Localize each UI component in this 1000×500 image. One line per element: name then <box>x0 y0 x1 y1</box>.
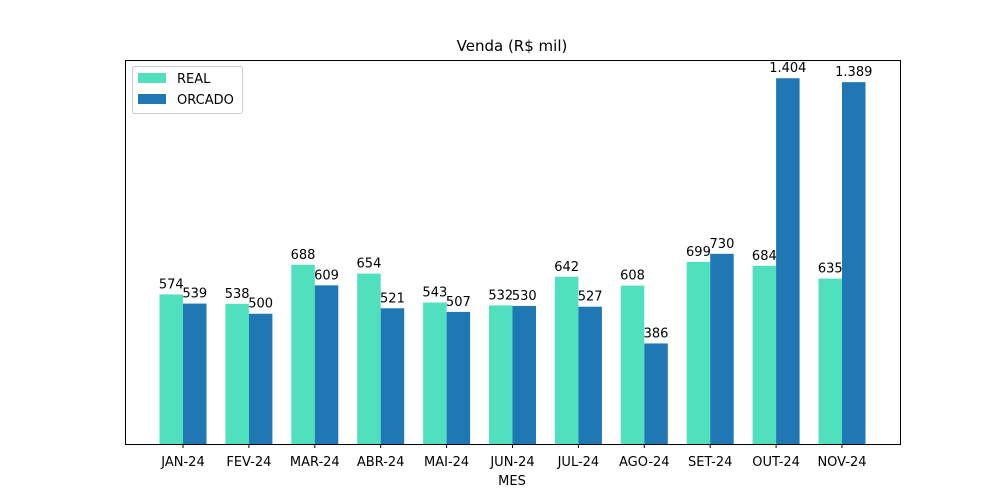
bar-real-abr-24 <box>357 273 381 444</box>
value-label-orcado-nov-24: 1.389 <box>835 65 872 80</box>
bar-real-set-24 <box>686 261 711 444</box>
bar-orcado-jun-24 <box>512 305 536 444</box>
bar-orcado-jul-24 <box>578 306 602 444</box>
legend: REAL ORCADO <box>132 66 243 114</box>
legend-swatch-real <box>138 73 166 83</box>
x-tick-label-ago-24: AGO-24 <box>619 455 670 470</box>
value-label-orcado-jul-24: 527 <box>578 290 603 305</box>
bar-orcado-fev-24 <box>248 313 273 444</box>
x-tick-label-mar-24: MAR-24 <box>290 455 340 470</box>
bar-real-jul-24 <box>554 276 579 444</box>
bar-real-jun-24 <box>489 305 513 444</box>
legend-label-real: REAL <box>177 72 211 87</box>
x-tick-label-nov-24: NOV-24 <box>817 455 866 470</box>
value-label-orcado-fev-24: 500 <box>248 297 273 312</box>
x-tick-label-abr-24: ABR-24 <box>357 455 405 470</box>
value-label-real-fev-24: 538 <box>225 287 250 302</box>
value-label-orcado-ago-24: 386 <box>644 326 669 341</box>
x-tick-label-out-24: OUT-24 <box>752 455 800 470</box>
value-label-orcado-set-24: 730 <box>710 237 735 252</box>
value-label-real-mai-24: 543 <box>422 286 447 301</box>
value-label-real-jul-24: 642 <box>554 260 579 275</box>
x-tick-label-fev-24: FEV-24 <box>226 455 271 470</box>
chart-title: Venda (R$ mil) <box>457 37 568 55</box>
bar-real-mar-24 <box>291 264 315 444</box>
value-label-orcado-mar-24: 609 <box>314 268 339 283</box>
value-label-orcado-abr-24: 521 <box>380 291 405 306</box>
bar-real-nov-24 <box>818 278 842 444</box>
value-label-orcado-jun-24: 530 <box>512 289 537 304</box>
value-label-real-set-24: 699 <box>686 245 711 260</box>
bar-real-ago-24 <box>620 285 645 444</box>
value-label-real-abr-24: 654 <box>357 257 382 272</box>
value-label-real-jun-24: 532 <box>488 288 513 303</box>
bars-layer <box>159 78 866 445</box>
bar-orcado-mar-24 <box>314 285 339 444</box>
bar-orcado-set-24 <box>710 253 734 444</box>
bar-orcado-nov-24 <box>842 82 866 444</box>
x-axis: JAN-24 FEV-24 MAR-24 ABR-24 MAI-24 JUN-24 JUL-… <box>160 444 867 470</box>
bar-orcado-out-24 <box>776 78 800 445</box>
value-label-orcado-jan-24: 539 <box>182 287 207 302</box>
value-label-real-nov-24: 635 <box>818 262 843 277</box>
legend-swatch-orcado <box>138 94 166 104</box>
bar-real-jan-24 <box>159 294 183 444</box>
value-label-real-mar-24: 688 <box>291 248 316 263</box>
bar-orcado-abr-24 <box>380 308 405 444</box>
value-label-real-jan-24: 574 <box>159 277 184 292</box>
value-label-orcado-mai-24: 507 <box>446 295 471 310</box>
bar-real-fev-24 <box>225 303 249 444</box>
x-tick-label-jul-24: JUL-24 <box>557 455 600 470</box>
x-tick-label-mai-24: MAI-24 <box>424 455 469 470</box>
value-label-orcado-out-24: 1.404 <box>769 61 806 76</box>
bar-orcado-jan-24 <box>183 303 207 444</box>
x-tick-label-jan-24: JAN-24 <box>160 455 204 470</box>
bar-orcado-mai-24 <box>446 311 471 444</box>
bar-real-out-24 <box>752 265 777 444</box>
legend-label-orcado: ORCADO <box>177 93 234 108</box>
value-label-real-ago-24: 608 <box>620 269 645 284</box>
value-label-real-out-24: 684 <box>752 249 777 264</box>
bar-real-mai-24 <box>423 302 447 444</box>
x-tick-label-jun-24: JUN-24 <box>489 455 534 470</box>
x-tick-label-set-24: SET-24 <box>688 455 732 470</box>
x-axis-label: MES <box>498 474 526 489</box>
bar-orcado-ago-24 <box>644 343 668 444</box>
